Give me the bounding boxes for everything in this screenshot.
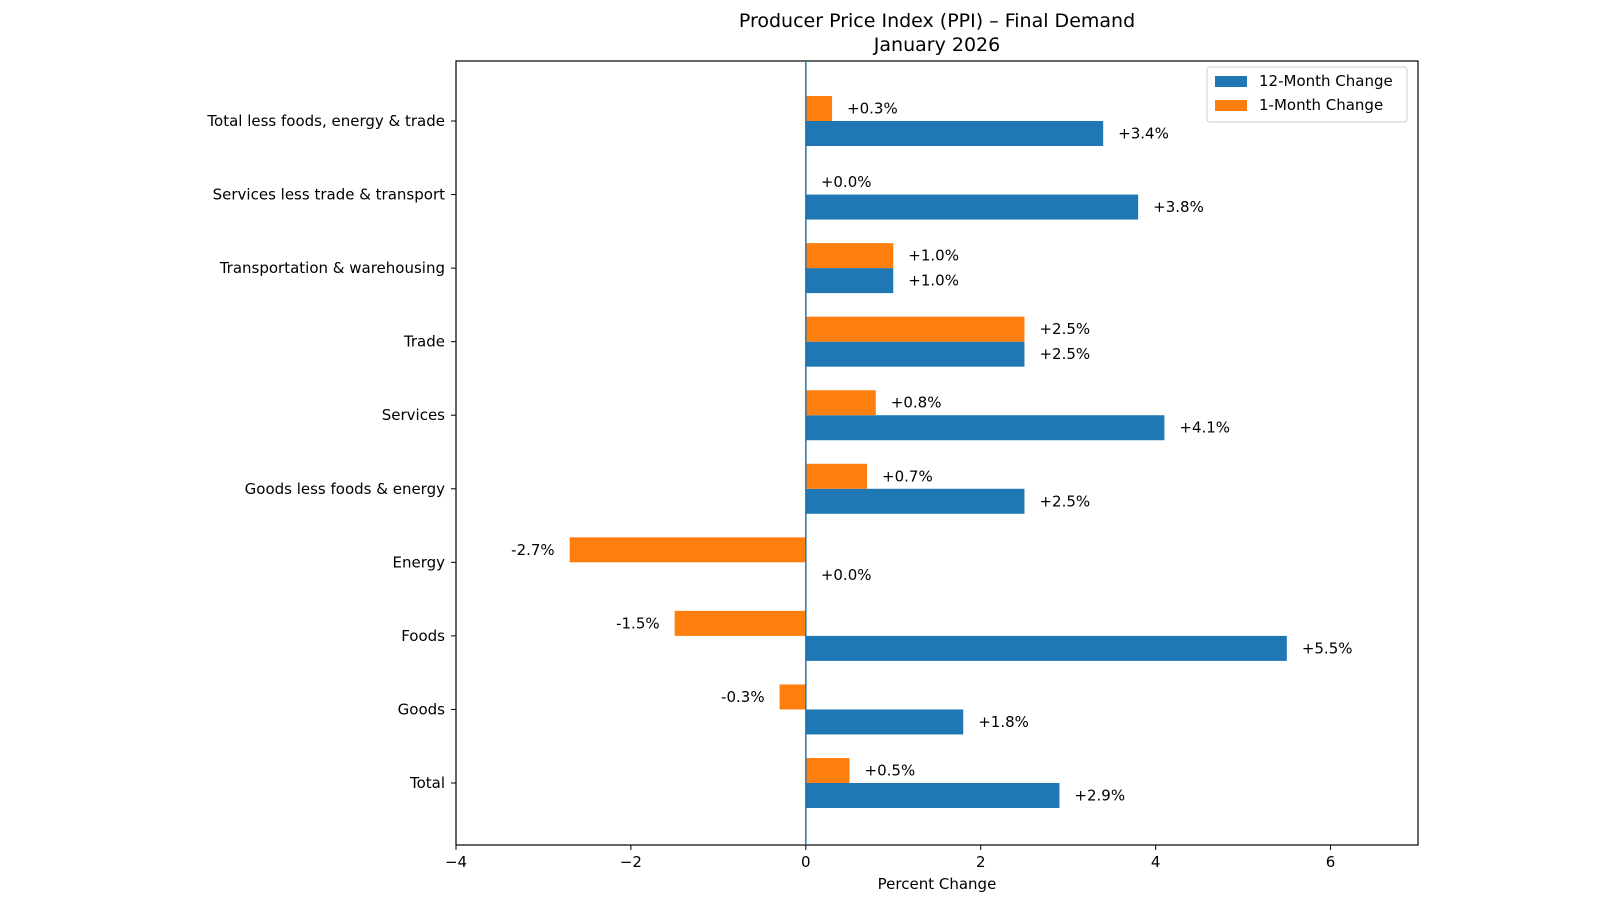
bar-1-month-2: [674, 610, 806, 636]
bar-1-month-5: [805, 390, 876, 416]
data-label-12-month-6: +2.5%: [1039, 345, 1090, 363]
data-label-1-month-9: +0.3%: [847, 100, 898, 118]
y-tick-label-5: Services: [382, 406, 445, 424]
bar-1-month-1: [779, 684, 806, 710]
data-label-1-month-8: +0.0%: [821, 173, 872, 191]
y-tick-label-4: Goods less foods & energy: [245, 480, 445, 498]
bar-12-month-1: [805, 709, 964, 735]
bar-12-month-0: [805, 783, 1060, 808]
data-label-12-month-9: +3.4%: [1118, 125, 1169, 143]
data-label-1-month-1: -0.3%: [721, 688, 765, 706]
x-tick-label-0: −4: [445, 853, 467, 871]
bar-1-month-7: [805, 243, 894, 269]
data-label-1-month-4: +0.7%: [882, 467, 933, 485]
bar-1-month-3: [569, 537, 806, 563]
bar-12-month-6: [805, 341, 1025, 367]
bar-1-month-6: [805, 316, 1025, 342]
legend-label-1: 1-Month Change: [1259, 96, 1383, 114]
bar-12-month-7: [805, 268, 894, 294]
chart-subtitle: January 2026: [873, 34, 1000, 56]
y-tick-label-8: Services less trade & transport: [213, 186, 445, 204]
x-axis-label: Percent Change: [878, 875, 997, 893]
data-label-1-month-0: +0.5%: [865, 762, 916, 780]
data-label-12-month-1: +1.8%: [978, 713, 1029, 731]
data-label-12-month-0: +2.9%: [1074, 787, 1125, 805]
x-tick-label-4: 4: [1151, 853, 1161, 871]
bar-1-month-0: [805, 758, 850, 783]
y-tick-label-6: Trade: [403, 333, 445, 351]
x-tick-label-2: 0: [801, 853, 811, 871]
legend-label-0: 12-Month Change: [1259, 72, 1393, 90]
plot-area: +2.9% +1.8% +5.5% +0.0% +2.5% +4.1% +2.5% +1.0%…: [206, 60, 1419, 871]
bar-1-month-4: [805, 463, 868, 489]
bar-12-month-4: [805, 488, 1025, 514]
data-label-1-month-3: -2.7%: [511, 541, 555, 559]
data-label-1-month-7: +1.0%: [908, 247, 959, 265]
data-label-12-month-5: +4.1%: [1179, 419, 1230, 437]
y-tick-label-2: Foods: [401, 627, 445, 645]
bar-12-month-5: [805, 415, 1165, 441]
bar-12-month-2: [805, 635, 1287, 661]
y-tick-label-1: Goods: [398, 700, 445, 718]
data-label-1-month-6: +2.5%: [1039, 320, 1090, 338]
data-label-1-month-5: +0.8%: [891, 394, 942, 412]
bar-12-month-8: [805, 194, 1139, 220]
x-tick-label-1: −2: [620, 853, 642, 871]
y-tick-label-0: Total: [409, 774, 445, 792]
plot-frame: [455, 60, 1419, 846]
data-label-12-month-3: +0.0%: [821, 566, 872, 584]
x-tick-label-5: 6: [1326, 853, 1336, 871]
chart-title: Producer Price Index (PPI) – Final Deman…: [739, 10, 1135, 32]
data-label-12-month-7: +1.0%: [908, 272, 959, 290]
legend-swatch-1: [1215, 100, 1247, 111]
bar-1-month-9: [805, 96, 833, 121]
y-tick-label-3: Energy: [392, 553, 445, 571]
y-tick-label-7: Transportation & warehousing: [219, 259, 445, 277]
data-label-12-month-8: +3.8%: [1153, 198, 1204, 216]
legend-swatch-0: [1215, 76, 1247, 87]
x-tick-label-3: 2: [976, 853, 986, 871]
data-label-1-month-2: -1.5%: [616, 614, 660, 632]
legend: 12-Month Change 1-Month Change: [1206, 66, 1408, 123]
data-label-12-month-2: +5.5%: [1302, 639, 1353, 657]
bar-12-month-9: [805, 121, 1104, 146]
data-label-12-month-4: +2.5%: [1039, 492, 1090, 510]
legend-box: [1206, 66, 1408, 123]
y-tick-label-9: Total less foods, energy & trade: [206, 112, 445, 130]
